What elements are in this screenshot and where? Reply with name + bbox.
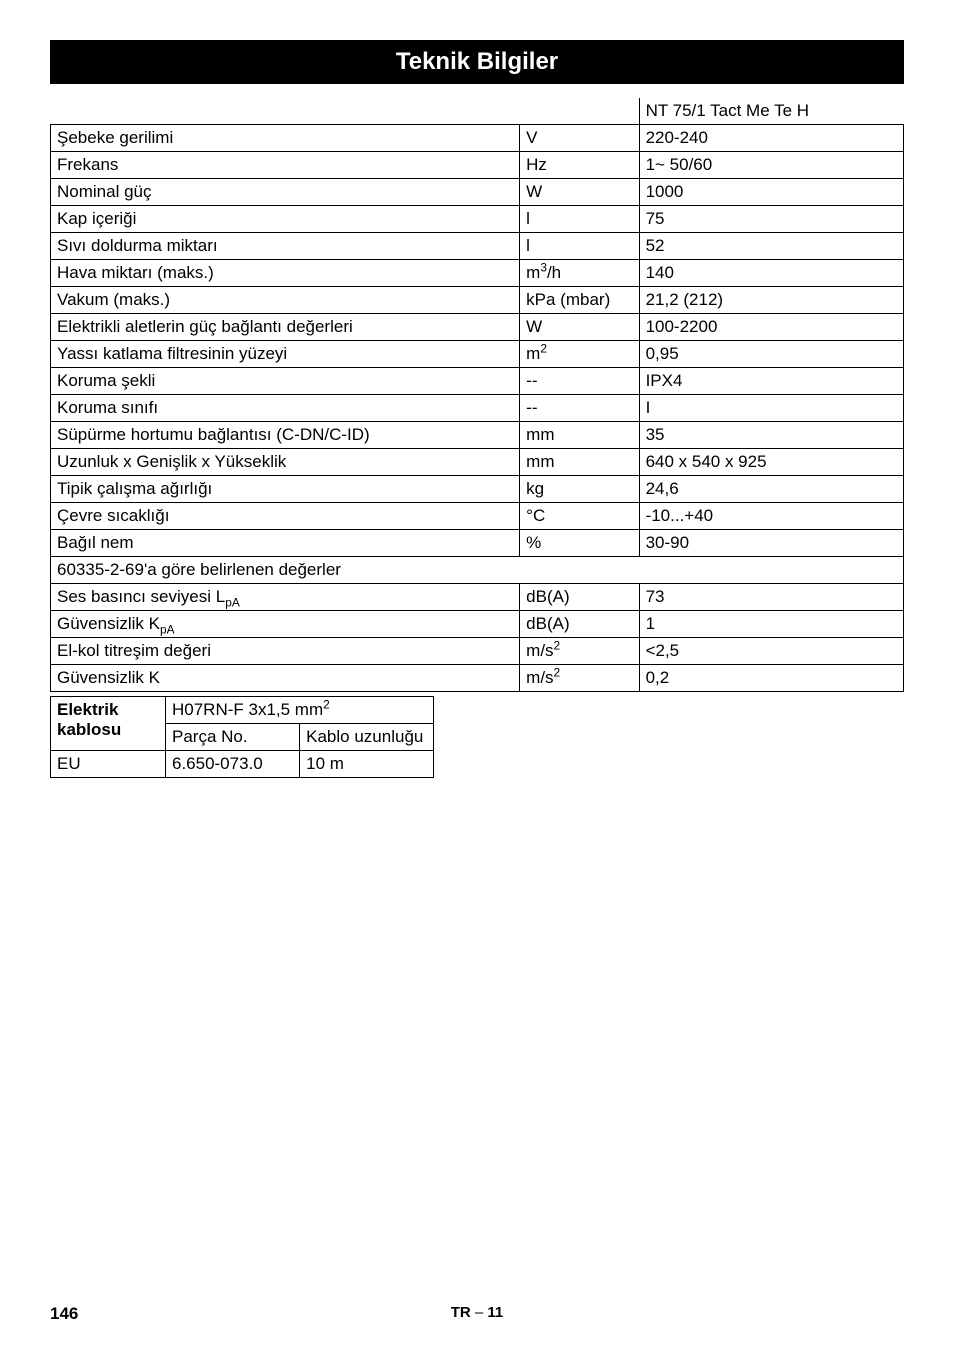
spec-value: 0,95 bbox=[639, 341, 903, 368]
spec-value: 1~ 50/60 bbox=[639, 152, 903, 179]
spec-value: 75 bbox=[639, 206, 903, 233]
spec-label: Uzunluk x Genişlik x Yükseklik bbox=[51, 449, 520, 476]
specs-table: NT 75/1 Tact Me Te H Şebeke gerilimiV220-… bbox=[50, 98, 904, 692]
cable-subheader-part: Parça No. bbox=[165, 724, 299, 751]
spec-label: Elektrikli aletlerin güç bağlantı değerl… bbox=[51, 314, 520, 341]
spec-label: Koruma şekli bbox=[51, 368, 520, 395]
cable-spec: H07RN-F 3x1,5 mm2 bbox=[165, 697, 433, 724]
page-number: 146 bbox=[50, 1304, 78, 1324]
spec-unit: V bbox=[520, 125, 639, 152]
spec-unit: dB(A) bbox=[520, 584, 639, 611]
spec-value: 0,2 bbox=[639, 665, 903, 692]
spec-label: Güvensizlik KpA bbox=[51, 611, 520, 638]
spec-label: Güvensizlik K bbox=[51, 665, 520, 692]
page-lang: TR – 11 bbox=[451, 1304, 504, 1321]
spec-label: Şebeke gerilimi bbox=[51, 125, 520, 152]
spec-value: 21,2 (212) bbox=[639, 287, 903, 314]
spec-label: Süpürme hortumu bağlantısı (C-DN/C-ID) bbox=[51, 422, 520, 449]
spec-unit: -- bbox=[520, 395, 639, 422]
spec-unit: l bbox=[520, 206, 639, 233]
spec-unit: -- bbox=[520, 368, 639, 395]
spec-unit: W bbox=[520, 314, 639, 341]
specs-header-value: NT 75/1 Tact Me Te H bbox=[639, 98, 903, 125]
spec-label: Frekans bbox=[51, 152, 520, 179]
spec-label: Kap içeriği bbox=[51, 206, 520, 233]
spec-label: Nominal güç bbox=[51, 179, 520, 206]
spec-value: 52 bbox=[639, 233, 903, 260]
spec-unit: l bbox=[520, 233, 639, 260]
spec-unit: Hz bbox=[520, 152, 639, 179]
specs-header-empty bbox=[51, 98, 640, 125]
spec-unit: dB(A) bbox=[520, 611, 639, 638]
spec-value: 100-2200 bbox=[639, 314, 903, 341]
spec-value: 1000 bbox=[639, 179, 903, 206]
spec-label: Tipik çalışma ağırlığı bbox=[51, 476, 520, 503]
spec-value: -10...+40 bbox=[639, 503, 903, 530]
cable-region: EU bbox=[51, 751, 166, 778]
spec-label: Koruma sınıfı bbox=[51, 395, 520, 422]
spec-value: 1 bbox=[639, 611, 903, 638]
spec-unit: mm bbox=[520, 422, 639, 449]
spec-value: 30-90 bbox=[639, 530, 903, 557]
spec-unit: kPa (mbar) bbox=[520, 287, 639, 314]
spec-label: Çevre sıcaklığı bbox=[51, 503, 520, 530]
spec-unit: m/s2 bbox=[520, 638, 639, 665]
page-title: Teknik Bilgiler bbox=[50, 40, 904, 84]
spec-value: <2,5 bbox=[639, 638, 903, 665]
cable-header: Elektrik kablosu bbox=[51, 697, 166, 751]
spec-value: IPX4 bbox=[639, 368, 903, 395]
spec-value: 73 bbox=[639, 584, 903, 611]
spec-value: I bbox=[639, 395, 903, 422]
spec-value: 220-240 bbox=[639, 125, 903, 152]
spec-unit: m/s2 bbox=[520, 665, 639, 692]
spec-label: El-kol titreşim değeri bbox=[51, 638, 520, 665]
spec-label: Sıvı doldurma miktarı bbox=[51, 233, 520, 260]
spec-value: 640 x 540 x 925 bbox=[639, 449, 903, 476]
spec-label: Vakum (maks.) bbox=[51, 287, 520, 314]
spec-unit: °C bbox=[520, 503, 639, 530]
spec-section-header: 60335-2-69'a göre belirlenen değerler bbox=[51, 557, 904, 584]
spec-unit: % bbox=[520, 530, 639, 557]
cable-table: Elektrik kablosu H07RN-F 3x1,5 mm2 Parça… bbox=[50, 696, 434, 778]
spec-unit: kg bbox=[520, 476, 639, 503]
page-footer: 146 TR – 11 bbox=[50, 1304, 904, 1324]
spec-label: Yassı katlama filtresinin yüzeyi bbox=[51, 341, 520, 368]
spec-unit: mm bbox=[520, 449, 639, 476]
spec-unit: m2 bbox=[520, 341, 639, 368]
cable-partno: 6.650-073.0 bbox=[165, 751, 299, 778]
cable-length: 10 m bbox=[300, 751, 434, 778]
spec-unit: m3/h bbox=[520, 260, 639, 287]
spec-label: Bağıl nem bbox=[51, 530, 520, 557]
spec-label: Ses basıncı seviyesi LpA bbox=[51, 584, 520, 611]
spec-unit: W bbox=[520, 179, 639, 206]
spec-value: 24,6 bbox=[639, 476, 903, 503]
spec-value: 35 bbox=[639, 422, 903, 449]
spec-label: Hava miktarı (maks.) bbox=[51, 260, 520, 287]
spec-value: 140 bbox=[639, 260, 903, 287]
cable-subheader-length: Kablo uzunluğu bbox=[300, 724, 434, 751]
